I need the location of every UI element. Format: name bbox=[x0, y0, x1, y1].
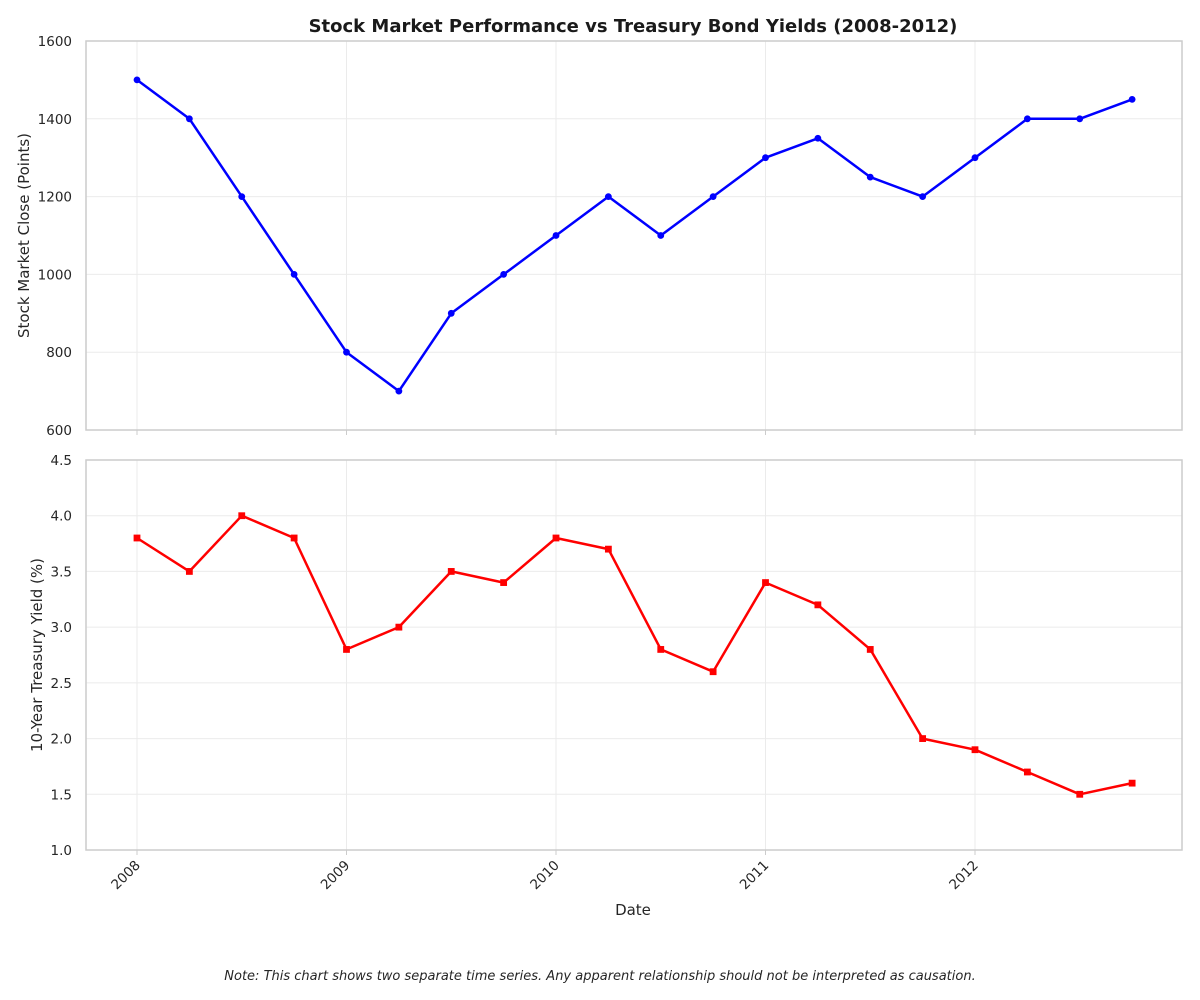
y-tick-label: 1200 bbox=[38, 190, 72, 206]
data-point bbox=[919, 735, 927, 742]
data-point bbox=[814, 134, 822, 142]
data-point bbox=[919, 193, 927, 201]
data-point bbox=[500, 579, 508, 586]
data-point bbox=[762, 154, 769, 162]
x-axis-label: Date bbox=[615, 901, 651, 919]
data-point bbox=[604, 193, 612, 201]
plot-frame bbox=[85, 40, 1183, 431]
data-point bbox=[290, 271, 298, 278]
y-axis-label: Stock Market Close (Points) bbox=[15, 133, 33, 338]
data-point bbox=[1076, 790, 1084, 798]
data-point bbox=[552, 534, 560, 542]
data-point bbox=[657, 232, 665, 239]
data-point bbox=[500, 271, 508, 278]
data-point bbox=[1023, 115, 1031, 123]
y-tick-label: 600 bbox=[46, 423, 72, 439]
series-line bbox=[136, 78, 1133, 393]
data-point bbox=[709, 668, 717, 676]
data-point bbox=[657, 646, 665, 653]
x-tick-label: 2009 bbox=[318, 858, 354, 894]
y-tick-label: 3.5 bbox=[51, 564, 72, 580]
x-tick-label: 2012 bbox=[946, 858, 982, 894]
data-point bbox=[343, 348, 350, 356]
data-point bbox=[185, 568, 193, 575]
data-point bbox=[185, 115, 193, 123]
y-tick-label: 1600 bbox=[38, 34, 72, 50]
chart-title: Stock Market Performance vs Treasury Bon… bbox=[309, 16, 958, 37]
x-tick-label: 2011 bbox=[737, 858, 773, 894]
y-tick-label: 1.5 bbox=[51, 787, 72, 803]
y-tick-label: 2.0 bbox=[51, 732, 72, 748]
y-tick-label: 800 bbox=[46, 345, 72, 361]
data-point bbox=[762, 579, 769, 586]
y-tick-label: 2.5 bbox=[51, 676, 72, 692]
x-tick-label: 2008 bbox=[108, 858, 144, 894]
data-point bbox=[447, 568, 455, 575]
data-point bbox=[1128, 95, 1136, 103]
data-point bbox=[133, 534, 141, 542]
yield-panel: 1.0 1.5 2.0 2.5 3.0 3.5 4.0 4.5 10-Year Treasury… bbox=[28, 453, 1183, 859]
data-point bbox=[971, 154, 979, 162]
data-point bbox=[343, 646, 350, 653]
plot-frame bbox=[85, 459, 1183, 851]
x-axis: 2008 2009 2010 2011 2012 bbox=[108, 858, 982, 894]
data-point bbox=[604, 545, 612, 553]
data-point bbox=[395, 623, 403, 631]
data-point bbox=[395, 387, 403, 395]
data-point bbox=[814, 601, 822, 609]
data-point bbox=[238, 512, 246, 520]
y-tick-label: 4.0 bbox=[51, 509, 72, 525]
data-point bbox=[447, 309, 455, 317]
y-tick-label: 1000 bbox=[38, 267, 72, 283]
data-point bbox=[133, 76, 141, 84]
data-point bbox=[866, 646, 874, 653]
y-tick-label: 3.0 bbox=[51, 620, 72, 636]
y-tick-label: 1400 bbox=[38, 112, 72, 128]
data-point bbox=[709, 193, 717, 201]
data-point bbox=[1128, 779, 1136, 787]
stock-panel: 600 800 1000 1200 1400 1600 Stock Market Close… bbox=[15, 34, 1183, 439]
footnote: Note: This chart shows two separate time… bbox=[224, 969, 975, 984]
data-point bbox=[552, 232, 560, 239]
data-point bbox=[1023, 768, 1031, 776]
data-point bbox=[1076, 115, 1084, 123]
y-tick-label: 4.5 bbox=[51, 453, 72, 469]
series-line bbox=[136, 514, 1133, 796]
y-axis-label: 10-Year Treasury Yield (%) bbox=[28, 558, 46, 752]
y-tick-label: 1.0 bbox=[51, 843, 72, 859]
data-point bbox=[238, 193, 246, 201]
data-point bbox=[290, 534, 298, 542]
data-point bbox=[971, 746, 979, 754]
data-point bbox=[866, 173, 874, 181]
x-tick-label: 2010 bbox=[527, 858, 563, 894]
